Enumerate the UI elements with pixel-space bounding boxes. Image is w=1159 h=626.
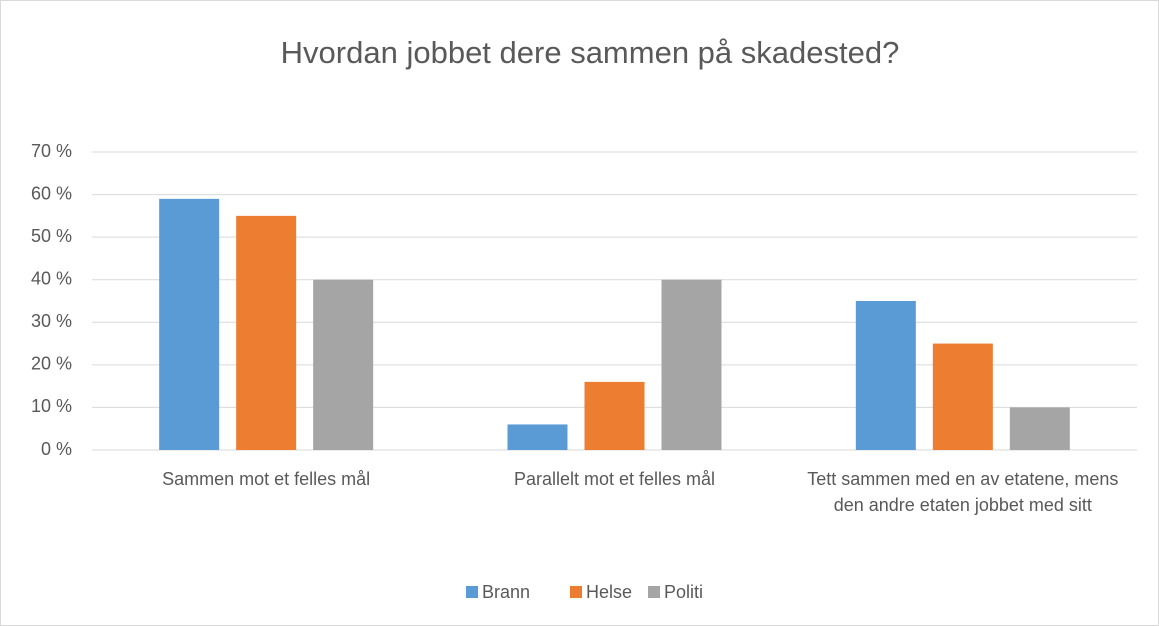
legend-swatch bbox=[648, 586, 660, 598]
x-tick-label: Tett sammen med en av etatene, mens den … bbox=[807, 469, 1119, 515]
legend-swatch bbox=[466, 586, 478, 598]
chart-title: Hvordan jobbet dere sammen på skadested? bbox=[281, 35, 900, 70]
y-tick-label: 0 % bbox=[41, 439, 72, 459]
legend-swatch bbox=[570, 586, 582, 598]
bar bbox=[661, 279, 722, 450]
y-tick-label: 10 % bbox=[31, 396, 72, 416]
bar bbox=[507, 424, 568, 450]
legend-label: Brann bbox=[482, 582, 530, 602]
y-tick-label: 20 % bbox=[31, 354, 72, 374]
legend-label: Helse bbox=[586, 582, 632, 602]
y-tick-label: 40 % bbox=[31, 268, 72, 288]
y-tick-label: 30 % bbox=[31, 311, 72, 331]
y-tick-label: 50 % bbox=[31, 226, 72, 246]
y-tick-label: 70 % bbox=[31, 141, 72, 161]
bar bbox=[159, 198, 220, 450]
bar bbox=[855, 301, 916, 450]
bar bbox=[1009, 407, 1070, 450]
bar bbox=[313, 279, 374, 450]
y-tick-label: 60 % bbox=[31, 183, 72, 203]
legend-label: Politi bbox=[664, 582, 703, 602]
x-tick-label: Sammen mot et felles mål bbox=[162, 469, 371, 489]
bar bbox=[236, 215, 297, 450]
bar bbox=[932, 343, 993, 450]
bar bbox=[584, 381, 645, 450]
x-tick-label: Parallelt mot et felles mål bbox=[513, 469, 716, 489]
